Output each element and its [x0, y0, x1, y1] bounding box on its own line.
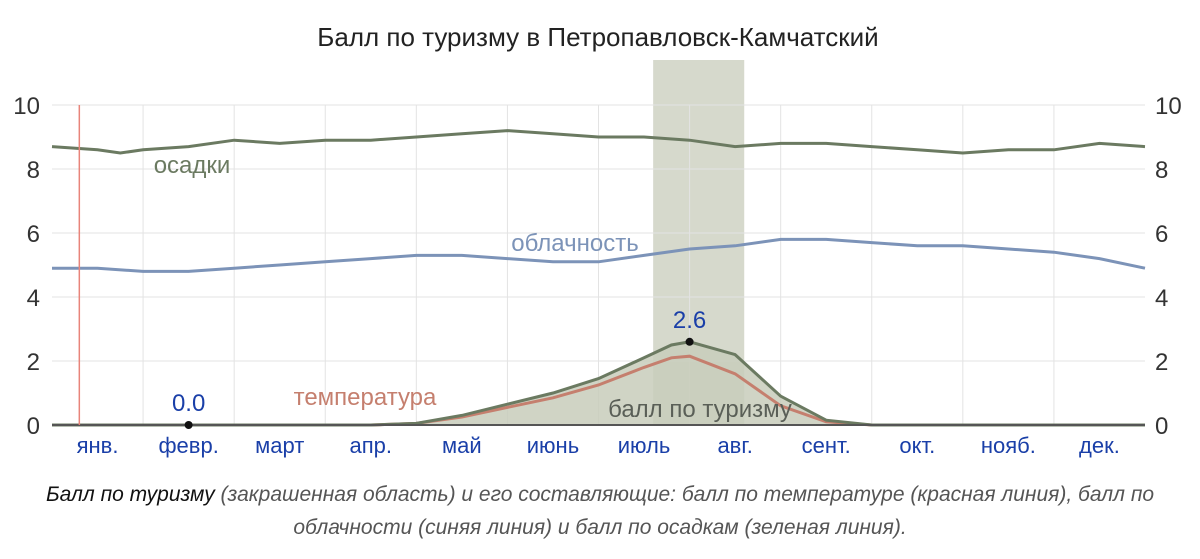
x-tick-label: май — [442, 433, 482, 458]
x-tick-label: авг. — [717, 433, 752, 458]
x-tick-label: сент. — [802, 433, 851, 458]
y-tick-label-right: 10 — [1155, 93, 1182, 120]
x-tick-label: нояб. — [981, 433, 1036, 458]
x-tick-label: апр. — [350, 433, 393, 458]
y-tick-label-right: 8 — [1155, 157, 1168, 184]
temperature-label: температура — [294, 384, 437, 411]
y-tick-label-right: 0 — [1155, 413, 1168, 440]
x-tick-label: март — [255, 433, 304, 458]
y-tick-label-left: 10 — [13, 93, 40, 120]
y-tick-label-left: 6 — [27, 221, 40, 248]
x-tick-label: июнь — [527, 433, 579, 458]
y-tick-label-right: 2 — [1155, 349, 1168, 376]
annotation-label: 2.6 — [673, 307, 706, 334]
annotation-label: 0.0 — [172, 390, 205, 417]
y-tick-label-left: 0 — [27, 413, 40, 440]
x-tick-label: февр. — [158, 433, 218, 458]
x-tick-label: дек. — [1079, 433, 1120, 458]
cloudiness-line — [52, 237, 1146, 273]
x-tick-label: июль — [618, 433, 671, 458]
caption-rest: (закрашенная область) и его составляющие… — [214, 483, 1155, 539]
tourism-score-line — [52, 340, 1145, 427]
x-tick-label: янв. — [77, 433, 119, 458]
plot-area: 0 0 2 2 4 4 6 6 8 8 10 10 янв. февр. март апр. май июнь ию… — [13, 60, 1182, 458]
y-tick-label-left: 8 — [27, 157, 40, 184]
annotation-point — [685, 337, 694, 346]
y-tick-label-left: 4 — [27, 285, 40, 312]
tourism-score-label: балл по туризму — [608, 396, 792, 423]
chart-caption: Балл по туризму (закрашенная область) и … — [20, 478, 1180, 544]
chart-title: Балл по туризму в Петропавловск-Камчатск… — [317, 22, 878, 52]
cloudiness-label: облачность — [511, 230, 638, 257]
tourism-score-chart: Балл по туризму в Петропавловск-Камчатск… — [13, 22, 1182, 458]
y-tick-label-left: 2 — [27, 349, 40, 376]
precipitation-line — [51, 129, 1146, 155]
x-tick-label: окт. — [899, 433, 935, 458]
y-tick-label-right: 4 — [1155, 285, 1168, 312]
caption-lead: Балл по туризму — [45, 483, 215, 506]
precipitation-label: осадки — [154, 152, 231, 179]
annotation-point — [184, 421, 193, 429]
y-tick-label-right: 6 — [1155, 221, 1168, 248]
